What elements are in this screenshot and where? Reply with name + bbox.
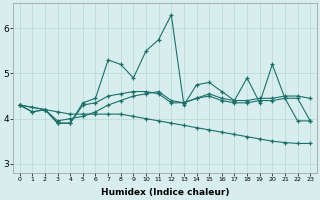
X-axis label: Humidex (Indice chaleur): Humidex (Indice chaleur) (101, 188, 229, 197)
